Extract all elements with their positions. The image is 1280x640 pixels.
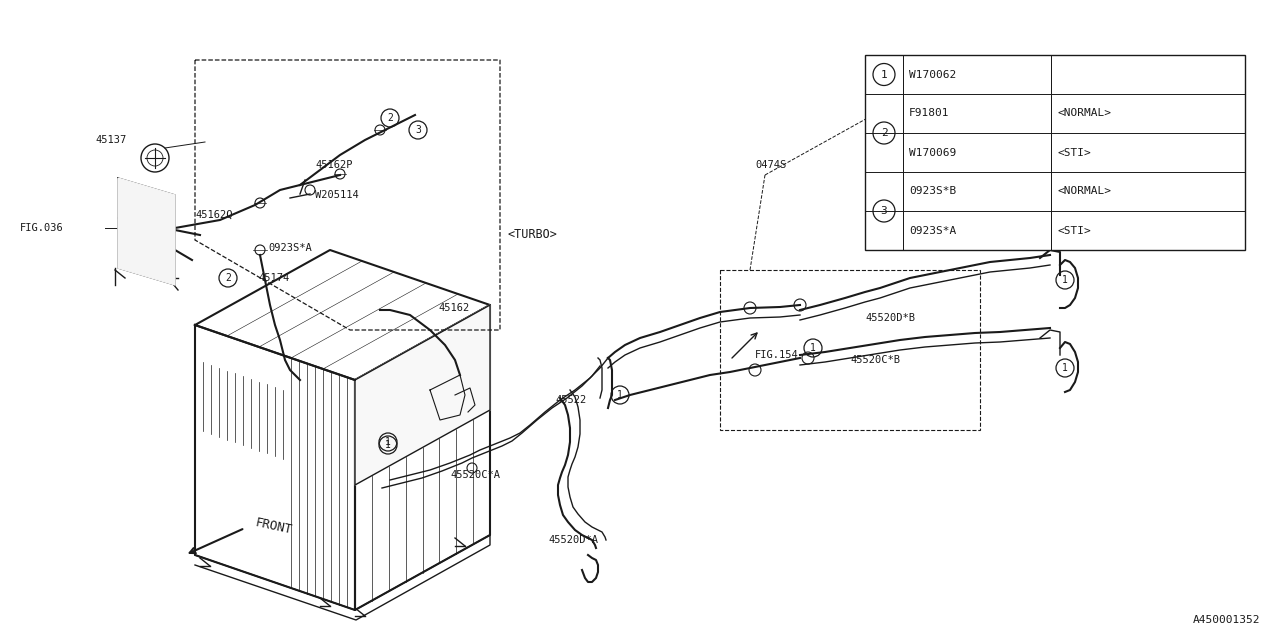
Text: <NORMAL>: <NORMAL> xyxy=(1057,109,1111,118)
Text: 45520D*A: 45520D*A xyxy=(548,535,598,545)
Text: 0474S: 0474S xyxy=(755,160,786,170)
Text: W205114: W205114 xyxy=(315,190,358,200)
Polygon shape xyxy=(118,178,175,285)
Text: 45522: 45522 xyxy=(556,395,586,405)
Text: 45162: 45162 xyxy=(438,303,470,313)
Text: W170062: W170062 xyxy=(909,70,956,79)
Text: 0923S*B: 0923S*B xyxy=(909,186,956,196)
Text: <NORMAL>: <NORMAL> xyxy=(1057,186,1111,196)
Text: 45174: 45174 xyxy=(259,273,289,283)
Text: 45162Q: 45162Q xyxy=(195,210,233,220)
Text: 2: 2 xyxy=(387,113,393,123)
Bar xyxy=(865,55,1245,250)
Text: 1: 1 xyxy=(1062,275,1068,285)
Text: <TURBO>: <TURBO> xyxy=(508,228,558,241)
Text: 45520C*A: 45520C*A xyxy=(451,470,500,480)
Text: <STI>: <STI> xyxy=(1057,225,1091,236)
Text: F91801: F91801 xyxy=(909,109,950,118)
Text: A450001352: A450001352 xyxy=(1193,615,1260,625)
Text: 45520D*B: 45520D*B xyxy=(865,313,915,323)
Text: W170069: W170069 xyxy=(909,147,956,157)
Text: 3: 3 xyxy=(415,125,421,135)
Text: <STI>: <STI> xyxy=(1057,147,1091,157)
Text: FIG.154: FIG.154 xyxy=(755,350,799,360)
Text: 2: 2 xyxy=(225,273,230,283)
Text: FIG.036: FIG.036 xyxy=(20,223,64,233)
Text: 3: 3 xyxy=(881,206,887,216)
Polygon shape xyxy=(355,305,490,485)
Text: 1: 1 xyxy=(810,343,815,353)
Text: 1: 1 xyxy=(617,390,623,400)
Text: 0923S*A: 0923S*A xyxy=(268,243,312,253)
Text: 1: 1 xyxy=(385,437,390,447)
Text: 45137: 45137 xyxy=(95,135,127,145)
Text: 0923S*A: 0923S*A xyxy=(909,225,956,236)
Text: 1: 1 xyxy=(1062,363,1068,373)
Text: FRONT: FRONT xyxy=(253,516,293,537)
Text: 1: 1 xyxy=(881,70,887,79)
Text: 1: 1 xyxy=(385,440,390,450)
Text: 45162P: 45162P xyxy=(315,160,352,170)
Text: 2: 2 xyxy=(881,128,887,138)
Text: 45520C*B: 45520C*B xyxy=(850,355,900,365)
